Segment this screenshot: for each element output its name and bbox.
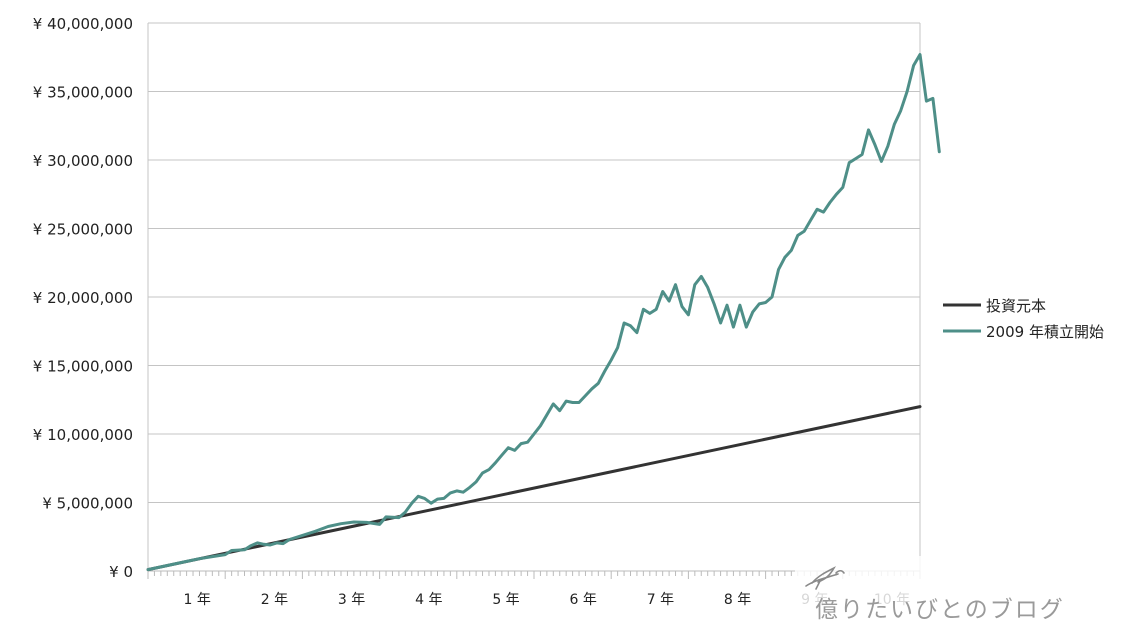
x-tick-label: 3 年: [338, 592, 365, 608]
series-lines: [146, 53, 941, 572]
x-tick-label: 2 年: [261, 592, 288, 608]
watermark-background: [795, 556, 1133, 637]
legend-label-principal: 投資元本: [986, 297, 1046, 315]
watermark-text: 億りたいびとのブログ: [815, 597, 1065, 623]
x-tick-label: 7 年: [647, 592, 674, 608]
x-tick-label: 1 年: [184, 592, 211, 608]
y-tick-label: ¥ 40,000,000: [33, 15, 133, 33]
y-tick-label: ¥ 35,000,000: [33, 84, 133, 102]
y-tick-label: ¥ 15,000,000: [33, 358, 133, 376]
y-tick-label: ¥ 0: [109, 563, 133, 581]
blog-watermark: 億りたいびとのブログ: [795, 556, 1133, 637]
legend-label-2009: 2009 年積立開始: [986, 323, 1104, 341]
x-tick-label: 8 年: [724, 592, 751, 608]
y-axis-ticks: ¥ 0 ¥ 5,000,000 ¥ 10,000,000 ¥ 15,000,000 ¥ …: [33, 15, 133, 581]
legend: 投資元本 2009 年積立開始: [943, 297, 1104, 341]
y-tick-label: ¥ 30,000,000: [33, 152, 133, 170]
y-tick-label: ¥ 5,000,000: [42, 495, 133, 513]
x-tick-label: 6 年: [570, 592, 597, 608]
x-tick-label: 5 年: [492, 592, 519, 608]
bird-logo-icon: [805, 566, 845, 590]
y-tick-label: ¥ 10,000,000: [33, 426, 133, 444]
x-tick-label: 4 年: [415, 592, 442, 608]
y-tick-label: ¥ 20,000,000: [33, 289, 133, 307]
y-tick-label: ¥ 25,000,000: [33, 221, 133, 239]
series-line-2009-start: [146, 53, 941, 572]
